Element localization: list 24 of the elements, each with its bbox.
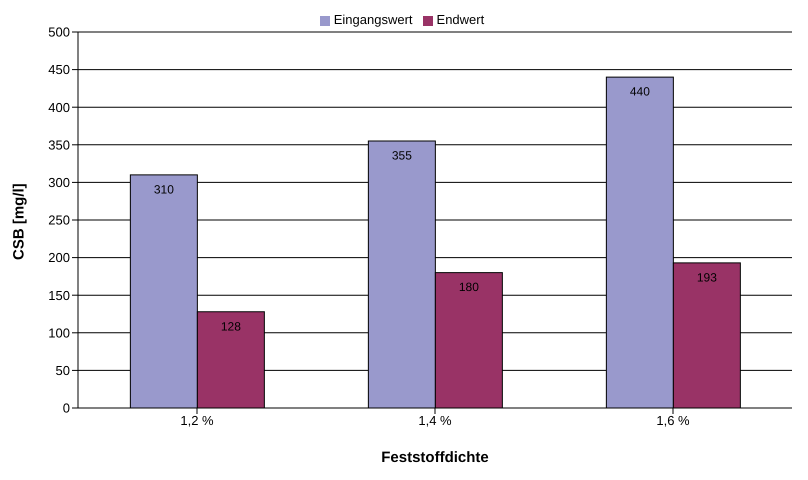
y-tick-label: 250 [48,212,70,228]
data-label: 128 [220,319,242,334]
y-tick-label: 50 [56,363,70,378]
y-tick-label: 150 [48,288,70,303]
data-label: 310 [154,182,174,196]
data-label: 180 [458,280,480,294]
data-label: 355 [392,148,412,163]
data-label: 440 [630,84,650,99]
y-axis-title: CSB [mg/l] [10,183,28,260]
y-tick-label: 450 [48,62,70,78]
y-tick-label: 300 [48,175,70,190]
x-tick-label: 1,6 % [656,413,690,428]
y-tick-label: 500 [48,24,70,40]
y-tick-label: 350 [48,137,70,152]
y-tick-label: 400 [48,100,70,115]
y-tick-label: 0 [62,400,70,416]
legend-label: Eingangswert [334,12,413,27]
legend-label: Endwert [436,12,484,27]
data-label: 193 [696,270,718,284]
y-tick-label: 200 [48,250,70,266]
x-tick-label: 1,2 % [180,413,214,428]
x-tick-label: 1,4 % [418,413,452,428]
y-tick-label: 100 [48,325,70,340]
x-axis-title: Feststoffdichte [381,449,489,466]
